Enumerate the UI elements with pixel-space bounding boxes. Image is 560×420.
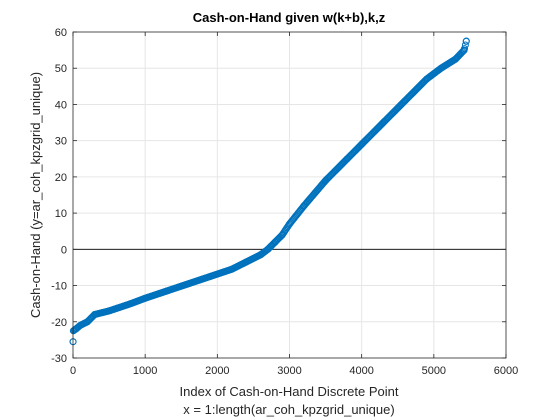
- y-tick-label: -30: [51, 353, 67, 365]
- x-tick-label: 6000: [494, 365, 518, 377]
- data-point: [462, 37, 470, 45]
- y-tick-label: 20: [55, 172, 67, 184]
- data-point: [461, 45, 469, 53]
- x-tick-label: 3000: [277, 365, 301, 377]
- y-axis-label: Cash-on-Hand (y=ar_coh_kpzgrid_unique): [28, 72, 43, 318]
- x-tick-label: 1000: [133, 365, 157, 377]
- x-tick-label: 4000: [349, 365, 373, 377]
- x-tick-label: 2000: [205, 365, 229, 377]
- chart-title: Cash-on-Hand given w(k+b),k,z: [193, 10, 386, 25]
- x-axis-label: Index of Cash-on-Hand Discrete Point: [180, 384, 399, 399]
- y-tick-label: 30: [55, 136, 67, 148]
- x-tick-label: 5000: [422, 365, 446, 377]
- x-axis-label-line2: x = 1:length(ar_coh_kpzgrid_unique): [183, 402, 394, 417]
- y-tick-label: 10: [55, 208, 67, 220]
- y-tick-label: 40: [55, 99, 67, 111]
- y-tick-label: -10: [51, 281, 67, 293]
- y-tick-label: 0: [61, 244, 67, 256]
- y-tick-label: 50: [55, 63, 67, 75]
- y-tick-label: -20: [51, 317, 67, 329]
- y-tick-label: 60: [55, 27, 67, 39]
- x-tick-label: 0: [70, 365, 76, 377]
- data-point: [461, 41, 469, 49]
- axis-ticks: 0 1000 2000 3000 4000 5000 6000 -30 -20 -10 0 10 20 3…: [51, 27, 518, 377]
